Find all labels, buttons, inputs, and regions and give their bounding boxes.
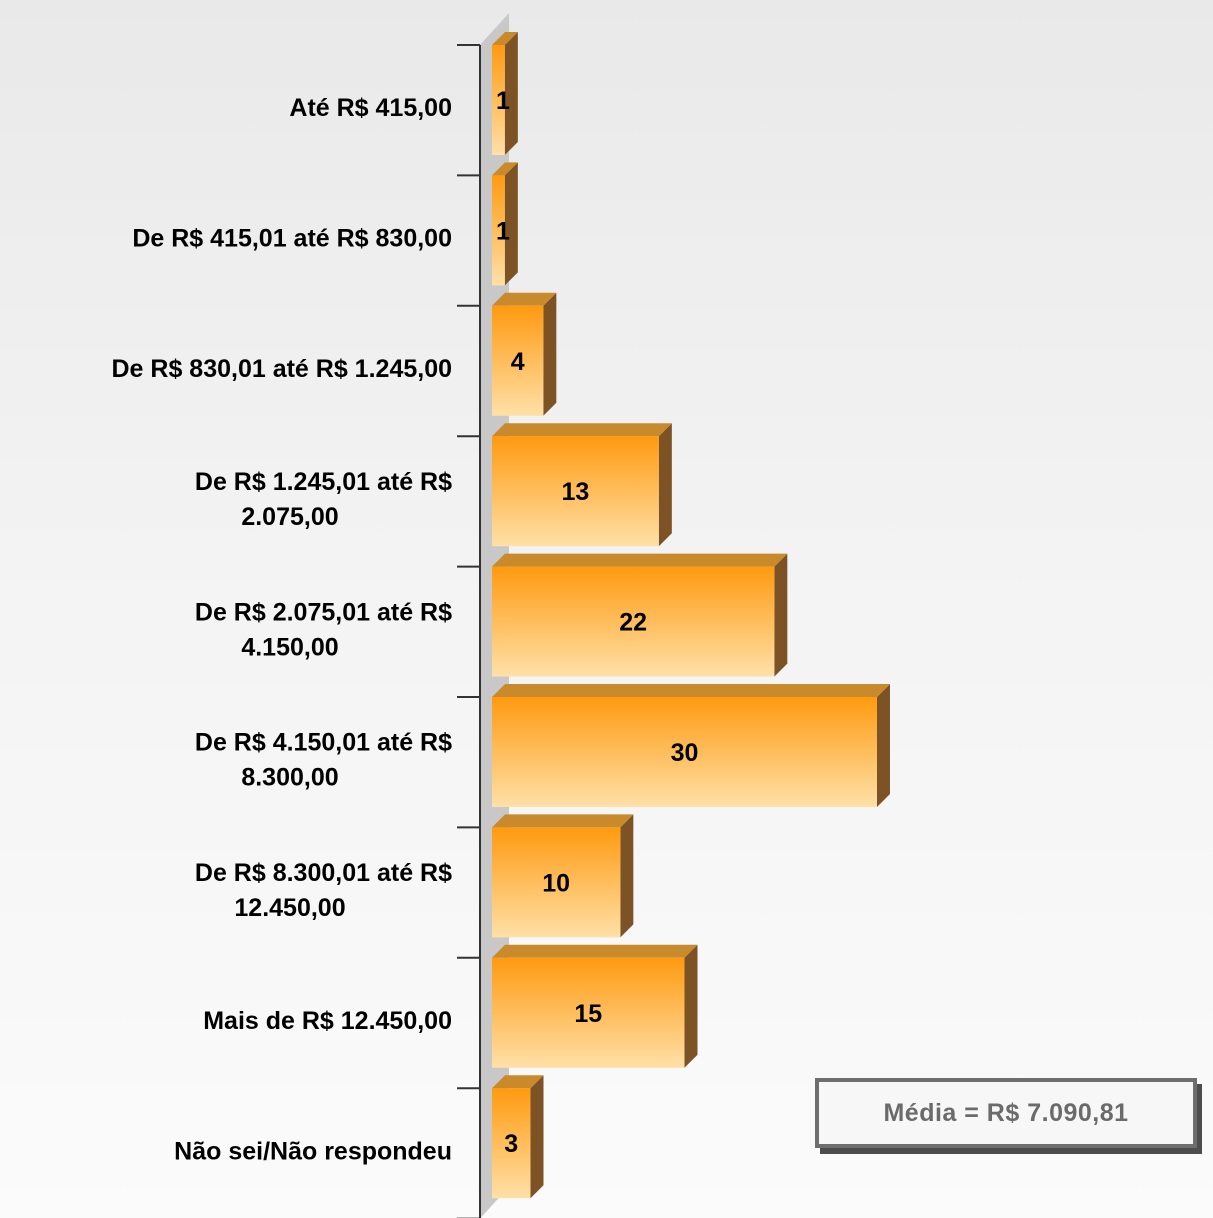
- bar: [492, 566, 775, 677]
- category-label: De R$ 1.245,01 até R$: [195, 468, 452, 496]
- bar-top: [492, 553, 788, 567]
- bar-side: [658, 423, 672, 547]
- bar-top: [492, 423, 672, 437]
- bar-top: [492, 1075, 544, 1089]
- bar: [492, 436, 659, 547]
- data-label: 3: [504, 1130, 518, 1158]
- bar-group: 3 Não sei/Não respondeu: [174, 1075, 544, 1199]
- bar-side: [530, 1075, 544, 1199]
- bar-side: [876, 684, 890, 807]
- bar-group: 22 De R$ 2.075,01 até R$ 4.150,00: [195, 553, 788, 677]
- bar-side: [543, 292, 557, 416]
- bar-side: [504, 162, 518, 286]
- category-label: De R$ 415,01 até R$ 830,00: [132, 225, 452, 253]
- bar: [492, 957, 685, 1068]
- bar: [492, 175, 505, 286]
- bar-top: [492, 814, 634, 828]
- category-label: De R$ 4.150,01 até R$: [195, 729, 452, 757]
- bar-group: 1 Até R$ 415,00: [289, 32, 518, 155]
- bar-group: 1 De R$ 415,01 até R$ 830,00: [132, 162, 518, 286]
- category-label: Mais de R$ 12.450,00: [203, 1007, 452, 1035]
- bar-side: [774, 553, 788, 677]
- category-label: 12.450,00: [234, 894, 345, 922]
- mean-annotation-text: Média = R$ 7.090,81: [883, 1098, 1129, 1127]
- bar-group: 15 Mais de R$ 12.450,00: [203, 944, 698, 1068]
- data-label: 15: [574, 1000, 602, 1028]
- category-label: 2.075,00: [241, 503, 338, 531]
- bar-top: [492, 944, 698, 958]
- data-label: 10: [542, 869, 570, 897]
- data-label: 1: [496, 217, 510, 245]
- bar-top: [492, 292, 557, 306]
- category-label: Até R$ 415,00: [289, 94, 452, 122]
- bar-group: 4 De R$ 830,01 até R$ 1.245,00: [111, 292, 557, 416]
- bar: [492, 45, 505, 155]
- mean-annotation-box: Média = R$ 7.090,81: [815, 1078, 1197, 1148]
- category-label: Não sei/Não respondeu: [174, 1137, 452, 1165]
- bar-top: [492, 32, 518, 45]
- data-label: 13: [562, 478, 590, 506]
- bar-side: [684, 944, 698, 1068]
- bar-group: 30 De R$ 4.150,01 até R$ 8.300,00: [195, 684, 890, 807]
- category-label: De R$ 2.075,01 até R$: [195, 598, 452, 626]
- category-label: 8.300,00: [241, 764, 338, 792]
- bar: [492, 697, 877, 807]
- bar-side: [504, 32, 518, 155]
- bar: [492, 1088, 531, 1199]
- bar-side: [620, 814, 634, 938]
- category-label: De R$ 830,01 até R$ 1.245,00: [111, 355, 452, 383]
- data-label: 22: [619, 609, 647, 637]
- bar-group: 13 De R$ 1.245,01 até R$ 2.075,00: [195, 423, 672, 547]
- bar-group: 10 De R$ 8.300,01 até R$ 12.450,00: [195, 814, 634, 938]
- data-label: 1: [496, 87, 510, 115]
- bar-top: [492, 162, 518, 176]
- data-label: 4: [511, 348, 525, 376]
- bar-top: [492, 684, 890, 697]
- bar: [492, 305, 544, 416]
- data-label: 30: [671, 739, 699, 767]
- category-label: 4.150,00: [241, 633, 338, 661]
- category-label: De R$ 8.300,01 até R$: [195, 859, 452, 887]
- bar: [492, 827, 621, 938]
